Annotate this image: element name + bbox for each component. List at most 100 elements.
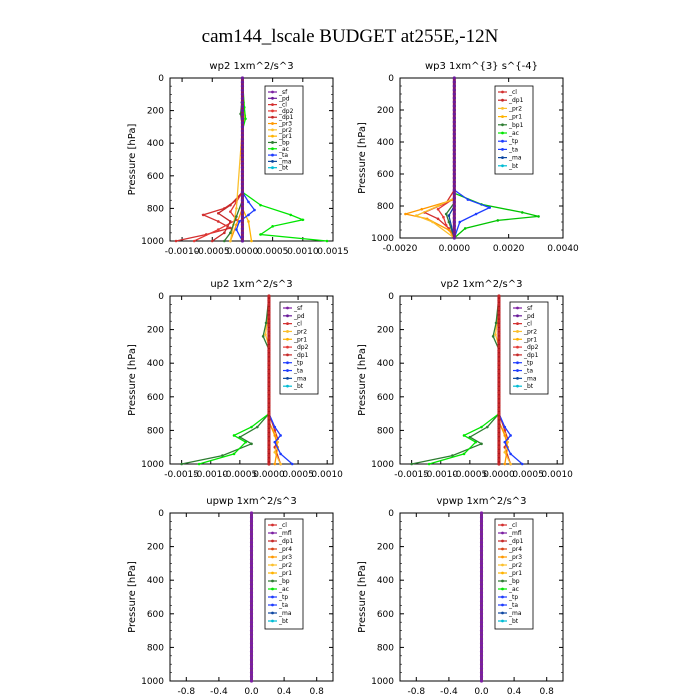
series-point [509,434,512,437]
y-tick-label: 800 [377,643,394,653]
legend-label: _pr1 [278,133,292,140]
zero-profile-point [497,395,501,399]
panel-1: wp2 1xm^2/s^3 Pressure [hPa] 0 200 400 600 800… [127,61,349,257]
legend-label: _dp1 [508,538,524,545]
x-tick-label: -0.4 [440,687,458,697]
series-point [229,203,232,207]
zero-profile-point [479,587,484,591]
zero-profile-point [249,553,254,557]
x-tick-label: -0.8 [178,687,196,697]
series-point [247,200,250,204]
zero-profile-point [479,524,484,528]
legend-marker [286,376,289,380]
legend-label: _mfl [508,530,522,537]
series-point [503,434,507,437]
zero-profile-point [497,399,501,403]
series-point [221,454,224,457]
legend-label: _sf [278,89,288,96]
zero-profile-point [497,449,501,453]
legend-marker [516,376,519,380]
legend-label: _mfl [278,530,292,537]
panel-3: up2 1xm^2/s^3 Pressure [hPa] 0 200 400 600 800… [127,279,343,480]
zero-profile-point [479,566,484,570]
legend-marker [286,361,289,365]
zero-profile-point [267,332,271,336]
legend-label: _ac [508,130,519,137]
zero-profile-point [240,206,245,210]
series-point [458,220,462,224]
legend-marker [501,115,504,118]
zero-profile-point [249,561,254,566]
zero-profile-point [452,196,456,200]
x-tick-label: 0.0005 [257,247,289,257]
legend-marker [501,611,504,615]
series-point [301,218,305,222]
zero-profile-point [240,166,245,170]
legend-label: _ta [523,368,533,375]
x-tick-label: -0.0020 [383,244,418,254]
zero-profile-point [240,121,245,125]
zero-profile-point [452,192,456,196]
zero-profile-point [479,620,484,624]
zero-profile-point [452,156,456,160]
zero-profile-point [479,561,484,566]
zero-profile-point [267,365,271,369]
zero-profile-point [479,658,484,662]
x-tick-label: -0.0010 [165,247,200,257]
panel-2: wp3 1xm^{3} s^{-4} Pressure [hPa] 0 200 400 6… [357,61,579,254]
y-tick-label: 400 [147,139,164,149]
zero-profile-point [497,437,501,441]
series-point [463,227,467,230]
legend-marker [516,322,519,326]
zero-profile-point [249,528,254,532]
legend: _cl_mfl_dp1_pr4_pr3_pr2_pr1_bp_ac_tp_ta_… [494,518,534,630]
legend-marker [501,90,504,94]
y-tick-label: 0 [158,74,164,84]
series-point [415,214,418,217]
legend-marker [516,330,519,333]
legend-label: _cl [278,102,287,109]
zero-profile-point [240,129,245,133]
panels-container: wp2 1xm^2/s^3 Pressure [hPa] 0 200 400 600 800… [127,61,579,697]
zero-profile-point [249,603,254,608]
zero-profile-point [240,202,245,206]
zero-profile-point [249,616,254,620]
zero-profile-point [497,365,501,369]
zero-profile-point [249,658,254,662]
y-tick-label: 800 [147,204,164,214]
legend-label: _bt [508,163,519,170]
zero-profile-point [240,153,245,158]
legend-label: _cl [523,321,532,328]
zero-profile-point [497,382,501,386]
zero-profile-point [479,574,484,578]
zero-profile-point [479,616,484,620]
zero-profile-point [452,200,456,204]
series-point [474,440,477,444]
zero-profile-point [452,76,456,80]
y-tick-label: 200 [147,107,164,117]
zero-profile-point [452,80,456,84]
series-point [197,462,201,466]
zero-profile-point [479,582,484,587]
zero-profile-point [249,637,254,641]
legend-label: _ma [278,610,292,617]
series-point [273,440,277,444]
series-point [273,450,277,454]
zero-profile-point [479,666,484,671]
zero-profile-point [497,294,501,298]
zero-profile-point [249,532,254,536]
y-tick-label: 1000 [371,234,394,244]
zero-profile-point [267,370,271,374]
legend-label: _sf [523,305,533,312]
zero-profile-point [267,454,271,458]
legend-marker [501,156,504,160]
panel-title: up2 1xm^2/s^3 [210,279,292,290]
panel-title: upwp 1xm^2/s^3 [206,496,296,507]
series-point [244,117,247,121]
series-point [247,220,250,223]
zero-profile-point [452,172,456,176]
zero-profile-point [249,595,254,599]
series-line-pr1 [414,78,455,239]
legend-marker [501,555,504,559]
zero-profile-point [267,424,271,428]
